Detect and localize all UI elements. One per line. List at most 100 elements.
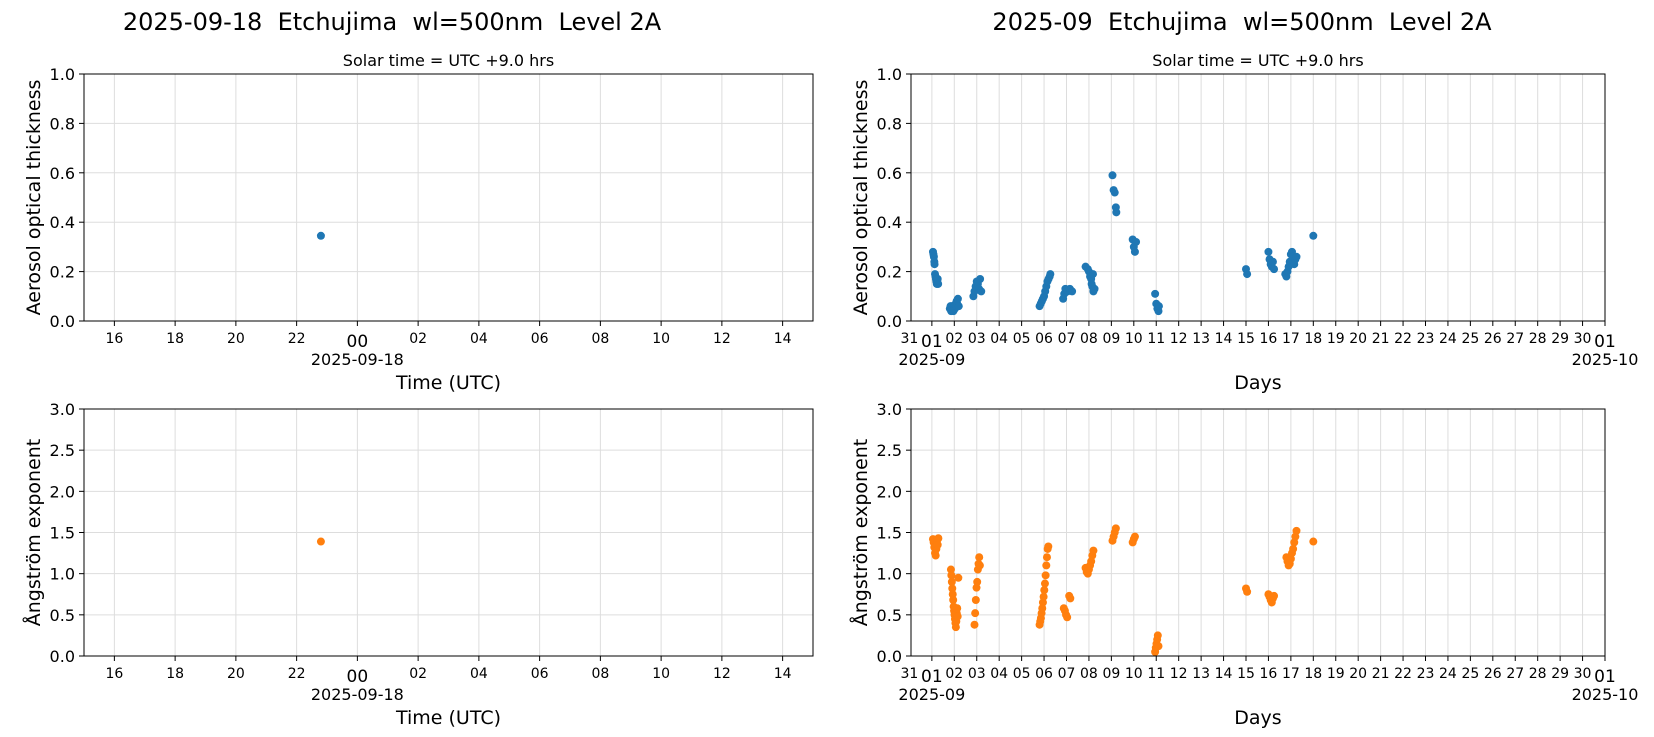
data-point [1264,247,1273,256]
data-point [1044,542,1053,551]
x-tick-label: 29 [1551,666,1569,682]
x-tick-label: 06 [1035,331,1053,347]
data-point [1040,579,1049,588]
data-point [954,302,963,311]
data-point [930,260,939,269]
data-point [947,577,956,586]
data-point [948,590,957,599]
data-point [1270,265,1279,274]
x-tick-label: 02 [409,331,427,347]
x-tick-label: 10 [652,666,670,682]
data-point [1041,571,1050,580]
y-tick-label: 3.0 [877,400,902,419]
x-tick-label: 11 [1147,331,1165,347]
y-axis-label: Ångström exponent [22,439,45,627]
x-tick-label: 10 [1125,666,1143,682]
x-tick-label: 01 [921,332,943,352]
data-point [1270,591,1279,600]
data-point [973,577,982,586]
data-point [931,551,940,560]
plot-frame [83,73,814,322]
x-tick-label: 04 [990,331,1008,347]
data-point [316,537,325,546]
x-date-label: 2025-09 [898,350,965,369]
x-tick-label: 10 [1125,331,1143,347]
x-tick-label: 03 [968,666,986,682]
data-point [1292,526,1301,535]
x-tick-label: 02 [945,331,963,347]
x-tick-label: 08 [591,666,609,682]
panel-subtitle: Solar time = UTC +9.0 hrs [343,51,554,70]
x-tick-label: 10 [652,331,670,347]
x-axis-label: Time (UTC) [395,707,501,729]
y-tick-label: 0.2 [50,263,75,282]
x-tick-label: 09 [1102,666,1120,682]
right-figure-title: 2025-09 Etchujima wl=500nm Level 2A [992,8,1492,36]
data-point [933,540,942,549]
x-tick-label: 00 [347,332,369,352]
data-point [1289,544,1298,553]
x-date-label: 2025-10 [1572,685,1639,704]
data-point [976,275,985,284]
x-tick-label: 25 [1461,666,1479,682]
y-axis-label: Aerosol optical thickness [850,80,872,316]
y-tick-label: 1.5 [877,524,902,543]
x-tick-label: 13 [1192,666,1210,682]
x-tick-label: 16 [105,331,123,347]
data-point [947,571,956,580]
x-date-label: 2025-09-18 [311,350,404,369]
data-point [1132,237,1141,246]
y-tick-label: 0.0 [877,647,902,666]
x-tick-label: 30 [1574,331,1592,347]
x-tick-label: 14 [774,331,792,347]
x-tick-label: 16 [1260,331,1278,347]
x-tick-label: 20 [227,666,245,682]
data-point [1108,171,1117,180]
x-tick-label: 14 [1215,666,1233,682]
data-point [1066,594,1075,603]
x-date-label: 2025-09 [898,685,965,704]
x-tick-label: 07 [1058,666,1076,682]
data-point [934,534,943,543]
x-tick-label: 22 [288,331,306,347]
x-tick-label: 02 [945,666,963,682]
data-point [1111,524,1120,533]
x-tick-label: 22 [1394,666,1412,682]
x-axis-label: Time (UTC) [395,372,501,394]
x-tick-label: 28 [1529,666,1547,682]
data-point [1090,284,1099,293]
data-point [1268,257,1277,266]
data-point [975,561,984,570]
y-tick-label: 0.2 [877,263,902,282]
y-tick-label: 1.5 [50,524,75,543]
left-figure-title: 2025-09-18 Etchujima wl=500nm Level 2A [122,8,662,36]
y-tick-label: 0.0 [50,647,75,666]
x-tick-label: 30 [1574,666,1592,682]
data-point [1068,287,1077,296]
x-tick-label: 21 [1372,666,1390,682]
y-tick-label: 1.0 [50,65,75,84]
x-tick-label: 07 [1058,331,1076,347]
y-tick-label: 0.6 [50,164,75,183]
y-tick-label: 1.0 [50,565,75,584]
x-tick-label: 20 [1349,666,1367,682]
x-tick-label: 00 [347,667,369,687]
x-tick-label: 01 [921,667,943,687]
data-point [1243,270,1252,279]
y-axis-label: Ångström exponent [849,439,872,627]
x-tick-label: 20 [1349,331,1367,347]
x-tick-label: 18 [166,331,184,347]
x-tick-label: 18 [1304,666,1322,682]
x-tick-label: 09 [1102,331,1120,347]
data-point [954,573,963,582]
x-tick-label: 12 [1170,666,1188,682]
data-point [1309,231,1318,240]
data-point [946,565,955,574]
x-tick-label: 01 [1594,332,1616,352]
y-tick-label: 0.8 [877,114,902,133]
y-tick-label: 2.0 [50,482,75,501]
y-tick-label: 0.0 [877,312,902,331]
x-tick-label: 27 [1506,331,1524,347]
plot-frame [83,408,814,657]
